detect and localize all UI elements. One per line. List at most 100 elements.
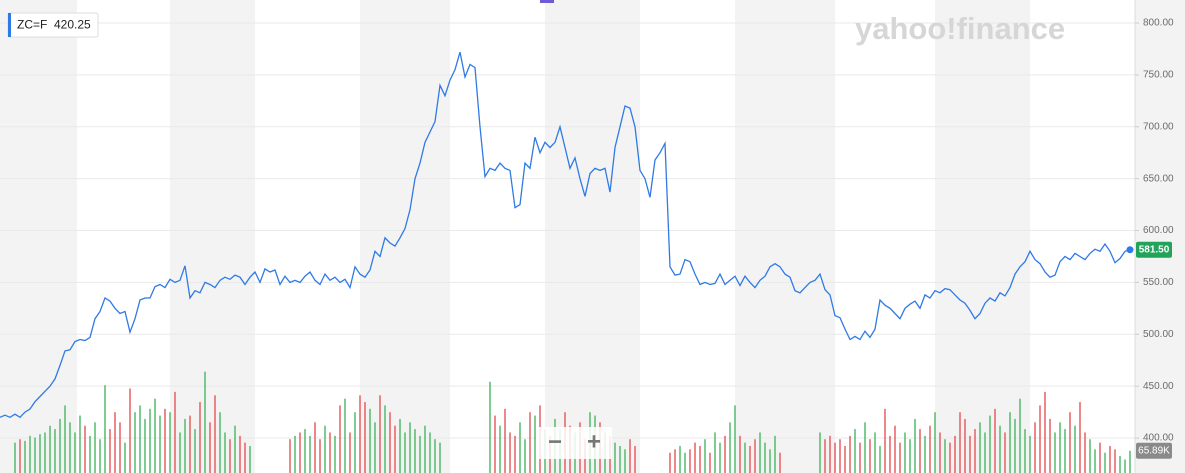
volume-bar <box>954 435 956 473</box>
volume-bar <box>959 412 961 473</box>
volume-bar <box>779 452 781 473</box>
volume-bar <box>124 442 126 473</box>
volume-bar <box>614 442 616 473</box>
volume-bar <box>944 439 946 473</box>
volume-bar <box>904 432 906 473</box>
volume-bar <box>374 422 376 473</box>
zoom-in[interactable]: + <box>587 428 601 455</box>
volume-bar <box>174 391 176 473</box>
price-plot <box>0 51 1134 419</box>
volume-bar <box>874 432 876 473</box>
volume-bar <box>514 435 516 473</box>
volume-bar <box>1009 412 1011 473</box>
volume-bar <box>879 445 881 473</box>
volume-bar <box>34 437 36 473</box>
volume-bar <box>1044 391 1046 473</box>
volume-bar <box>499 425 501 473</box>
volume-bar <box>669 452 671 473</box>
volume-bar <box>1039 405 1041 473</box>
volume-bar <box>434 439 436 473</box>
volume-bar <box>104 385 106 473</box>
stripe <box>935 0 1030 473</box>
volume-bar <box>84 425 86 473</box>
volume-bar <box>1079 402 1081 473</box>
volume-bar <box>119 422 121 473</box>
volume-bar <box>309 435 311 473</box>
volume-bar <box>209 422 211 473</box>
volume-bar <box>634 445 636 473</box>
volume-bar <box>224 432 226 473</box>
volume-bar <box>629 439 631 473</box>
volume-bar <box>349 432 351 473</box>
volume-bar <box>839 439 841 473</box>
volume-bar <box>169 412 171 473</box>
volume-bar <box>919 429 921 473</box>
volume-bar <box>744 442 746 473</box>
volume-bar <box>1024 429 1026 473</box>
volume-bar <box>184 418 186 473</box>
volume-bar <box>619 445 621 473</box>
volume-bar <box>939 432 941 473</box>
volume-bar <box>864 422 866 473</box>
volume-bar <box>519 422 521 473</box>
volume-bar <box>829 435 831 473</box>
volume-bar <box>674 449 676 473</box>
volume-bar <box>94 422 96 473</box>
zoom-out[interactable]: − <box>548 428 562 455</box>
volume-bar <box>1104 452 1106 473</box>
volume-tag: 65.89K <box>1138 445 1170 456</box>
stripe <box>360 0 450 473</box>
volume-bar <box>424 425 426 473</box>
volume-bar <box>414 429 416 473</box>
zoom-controls: − + <box>536 427 612 459</box>
volume-bar <box>719 442 721 473</box>
volume-bar <box>69 422 71 473</box>
volume-bar <box>389 412 391 473</box>
volume-bar <box>59 418 61 473</box>
volume-bar <box>929 425 931 473</box>
volume-bar <box>1099 442 1101 473</box>
volume-bar <box>144 418 146 473</box>
volume-bar <box>889 435 891 473</box>
volume-bar <box>884 408 886 473</box>
volume-bar <box>924 435 926 473</box>
volume-bar <box>29 435 31 473</box>
volume-bar <box>509 432 511 473</box>
volume-bar <box>179 432 181 473</box>
volume-bar <box>754 439 756 473</box>
volume-bar <box>149 408 151 473</box>
volume-bar <box>534 415 536 473</box>
volume-bar <box>189 415 191 473</box>
volume-bar <box>914 418 916 473</box>
volume-bar <box>994 408 996 473</box>
price-line <box>0 51 1131 419</box>
volume-bar <box>1084 432 1086 473</box>
y-tick-label: 600.00 <box>1143 225 1174 236</box>
volume-bar <box>854 429 856 473</box>
volume-bar <box>529 412 531 473</box>
volume-bar <box>739 435 741 473</box>
badge-accent <box>8 13 11 37</box>
volume-bar <box>39 434 41 473</box>
volume-bar <box>729 422 731 473</box>
volume-bar <box>394 425 396 473</box>
symbol-value: 420.25 <box>54 18 91 32</box>
volume-bar <box>384 405 386 473</box>
volume-bar <box>404 432 406 473</box>
price-tag-box <box>1136 241 1172 258</box>
y-tick-label: 550.00 <box>1143 277 1174 288</box>
symbol: ZC=F <box>17 18 47 32</box>
volume-bar <box>989 415 991 473</box>
volume-bar <box>489 381 491 473</box>
volume-bar <box>869 439 871 473</box>
volume-bar <box>114 412 116 473</box>
volume-bar <box>409 422 411 473</box>
volume-bar <box>504 408 506 473</box>
volume-bar <box>819 432 821 473</box>
volume-bar <box>1049 418 1051 473</box>
volume-bar <box>334 435 336 473</box>
volume-bar <box>204 371 206 473</box>
volume-bar <box>1124 459 1126 473</box>
